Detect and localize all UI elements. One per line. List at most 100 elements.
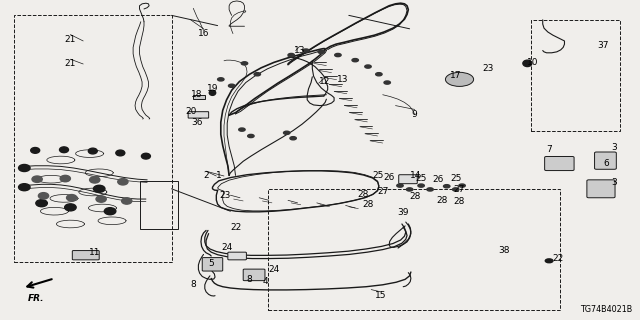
FancyBboxPatch shape — [243, 269, 265, 281]
Ellipse shape — [90, 177, 100, 183]
Text: 1: 1 — [216, 171, 221, 180]
FancyBboxPatch shape — [595, 152, 616, 169]
Text: 23: 23 — [482, 64, 493, 73]
Text: 9: 9 — [412, 110, 417, 119]
Text: 8: 8 — [191, 280, 196, 289]
Circle shape — [444, 185, 450, 188]
Text: 28: 28 — [454, 197, 465, 206]
Ellipse shape — [60, 175, 70, 182]
Circle shape — [459, 184, 465, 187]
FancyBboxPatch shape — [399, 175, 417, 184]
Circle shape — [365, 65, 371, 68]
Ellipse shape — [19, 164, 30, 172]
Ellipse shape — [38, 193, 49, 199]
Circle shape — [376, 73, 382, 76]
Circle shape — [406, 188, 413, 191]
Ellipse shape — [118, 179, 128, 185]
Text: 23: 23 — [220, 191, 231, 200]
Text: 27: 27 — [454, 185, 465, 194]
Text: 18: 18 — [191, 90, 203, 99]
Circle shape — [318, 50, 324, 53]
Circle shape — [288, 53, 294, 57]
Text: 25: 25 — [415, 174, 427, 183]
Bar — [140, 181, 178, 229]
Text: 4: 4 — [263, 277, 268, 286]
Text: 28: 28 — [358, 190, 369, 199]
Text: 13: 13 — [337, 75, 348, 84]
Text: 5: 5 — [209, 260, 214, 268]
Bar — [268, 189, 560, 310]
Circle shape — [397, 184, 403, 187]
Circle shape — [284, 131, 290, 134]
Text: 25: 25 — [372, 171, 383, 180]
FancyBboxPatch shape — [587, 180, 615, 198]
Text: 22: 22 — [230, 223, 241, 232]
Text: 27: 27 — [377, 187, 388, 196]
Ellipse shape — [116, 150, 125, 156]
Text: 3: 3 — [612, 143, 617, 152]
Bar — [531, 20, 620, 131]
Text: 6: 6 — [604, 159, 609, 168]
Text: 15: 15 — [375, 292, 387, 300]
Circle shape — [241, 62, 248, 65]
Ellipse shape — [523, 60, 532, 67]
Text: 24: 24 — [221, 244, 233, 252]
Text: 36: 36 — [191, 118, 203, 127]
Text: 37: 37 — [597, 41, 609, 50]
Text: 28: 28 — [362, 200, 374, 209]
Text: 8: 8 — [247, 276, 252, 284]
Text: 10: 10 — [527, 58, 538, 67]
Text: 38: 38 — [499, 246, 510, 255]
Text: 21: 21 — [65, 35, 76, 44]
Ellipse shape — [32, 176, 42, 182]
Circle shape — [335, 53, 341, 57]
Ellipse shape — [36, 200, 47, 207]
Text: 14: 14 — [410, 171, 422, 180]
Ellipse shape — [209, 90, 216, 95]
Text: 2: 2 — [204, 171, 209, 180]
Ellipse shape — [96, 196, 106, 202]
Text: 39: 39 — [397, 208, 409, 217]
Text: 28: 28 — [436, 196, 447, 205]
Circle shape — [427, 188, 433, 191]
FancyBboxPatch shape — [545, 156, 574, 171]
Circle shape — [384, 81, 390, 84]
Text: 7: 7 — [547, 145, 552, 154]
Text: FR.: FR. — [28, 294, 44, 303]
Text: 20: 20 — [185, 107, 196, 116]
FancyBboxPatch shape — [188, 112, 209, 118]
FancyBboxPatch shape — [72, 251, 99, 260]
Text: 13: 13 — [294, 46, 305, 55]
Circle shape — [218, 78, 224, 81]
Text: 28: 28 — [409, 192, 420, 201]
FancyBboxPatch shape — [202, 258, 223, 271]
Ellipse shape — [122, 198, 132, 204]
Text: 26: 26 — [383, 173, 395, 182]
Circle shape — [352, 59, 358, 62]
Ellipse shape — [88, 148, 97, 154]
Bar — [193, 95, 205, 99]
Text: 22: 22 — [552, 254, 564, 263]
Ellipse shape — [65, 204, 76, 211]
Text: 21: 21 — [65, 60, 76, 68]
Bar — [14, 15, 172, 262]
Ellipse shape — [93, 185, 105, 192]
Text: 26: 26 — [433, 175, 444, 184]
Text: 11: 11 — [89, 248, 100, 257]
Circle shape — [452, 188, 459, 191]
Circle shape — [445, 72, 474, 86]
Circle shape — [418, 184, 424, 187]
Circle shape — [303, 49, 309, 52]
Text: 3: 3 — [612, 178, 617, 187]
Text: 19: 19 — [207, 84, 218, 93]
Circle shape — [239, 128, 245, 131]
Text: 16: 16 — [198, 29, 209, 38]
Text: 12: 12 — [319, 77, 331, 86]
Ellipse shape — [31, 148, 40, 153]
Ellipse shape — [545, 259, 553, 263]
Ellipse shape — [67, 195, 77, 201]
FancyBboxPatch shape — [228, 252, 246, 260]
Text: 17: 17 — [450, 71, 461, 80]
Circle shape — [290, 137, 296, 140]
Circle shape — [254, 73, 260, 76]
